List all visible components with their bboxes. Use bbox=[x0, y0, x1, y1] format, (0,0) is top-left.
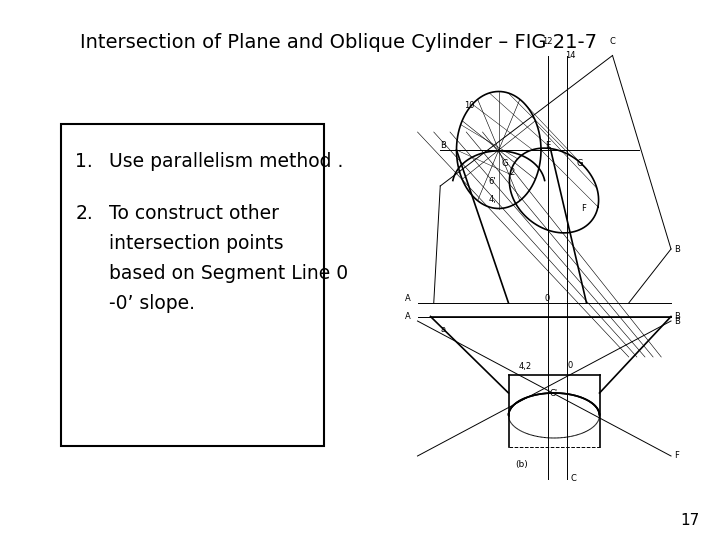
Text: C: C bbox=[570, 474, 577, 483]
Text: E: E bbox=[545, 141, 550, 150]
Text: 14: 14 bbox=[565, 51, 575, 60]
Text: To construct other: To construct other bbox=[109, 204, 279, 223]
Text: 0: 0 bbox=[567, 361, 573, 370]
Text: B: B bbox=[674, 316, 680, 326]
Text: based on Segment Line 0: based on Segment Line 0 bbox=[109, 264, 348, 283]
Bar bbox=[61, 124, 324, 446]
Text: B: B bbox=[674, 245, 680, 253]
Text: 2: 2 bbox=[509, 168, 514, 177]
Text: intersection points: intersection points bbox=[109, 234, 284, 253]
Text: 0: 0 bbox=[545, 294, 550, 303]
Text: -0’ slope.: -0’ slope. bbox=[109, 294, 195, 313]
Text: B: B bbox=[674, 312, 680, 321]
Text: C': C' bbox=[550, 388, 558, 397]
Text: 1.: 1. bbox=[75, 152, 93, 171]
Text: G: G bbox=[502, 159, 508, 168]
Text: F: F bbox=[674, 451, 679, 461]
Text: B: B bbox=[441, 141, 446, 150]
Text: a: a bbox=[441, 326, 446, 334]
Text: F: F bbox=[581, 204, 585, 213]
Text: 17: 17 bbox=[680, 513, 700, 528]
Text: G: G bbox=[577, 159, 583, 168]
Text: 10: 10 bbox=[464, 100, 474, 110]
Text: (b): (b) bbox=[515, 461, 528, 469]
Text: 12: 12 bbox=[542, 37, 553, 46]
Text: 6': 6' bbox=[488, 177, 496, 186]
Text: A: A bbox=[405, 294, 411, 303]
Text: A: A bbox=[405, 312, 411, 321]
Text: Intersection of Plane and Oblique Cylinder – FIG 21-7: Intersection of Plane and Oblique Cylind… bbox=[79, 32, 596, 51]
Text: 4,: 4, bbox=[488, 195, 496, 204]
Text: 4,2: 4,2 bbox=[518, 361, 531, 370]
Text: Use parallelism method .: Use parallelism method . bbox=[109, 152, 343, 171]
Text: 2.: 2. bbox=[75, 204, 93, 223]
Text: C: C bbox=[610, 37, 616, 46]
